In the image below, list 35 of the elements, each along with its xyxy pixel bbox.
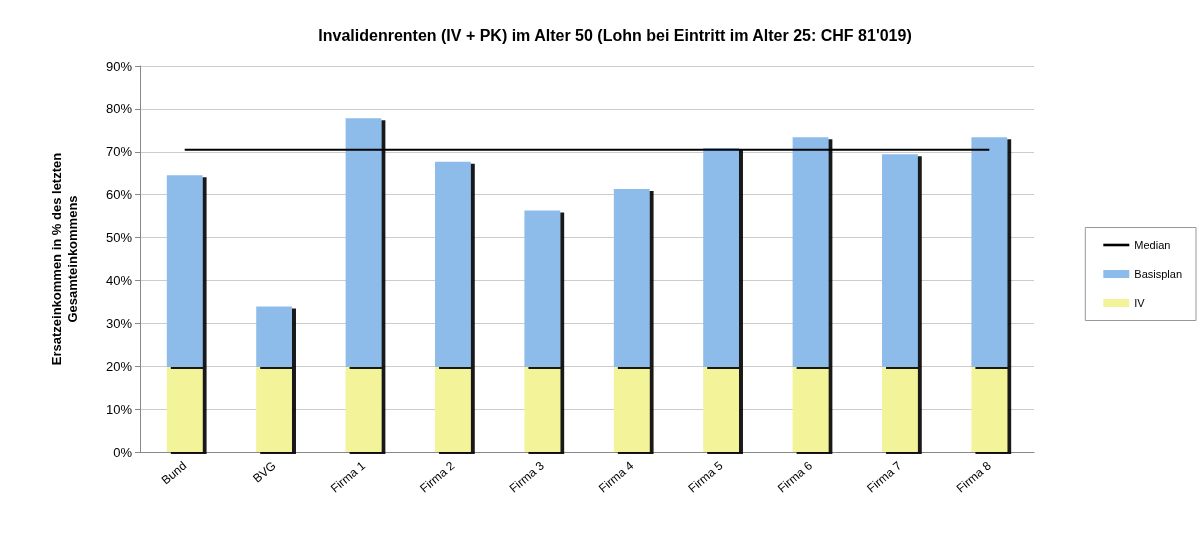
y-tick-label: 90% — [105, 58, 133, 74]
bar — [971, 137, 1008, 368]
y-tick-label: 60% — [105, 187, 133, 203]
y-axis-title: Ersatzeinkommen in % des letzten Gesamteinkommens — [48, 152, 80, 366]
legend-label: Basisplan — [1134, 268, 1183, 280]
bar — [703, 147, 739, 368]
y-tick-label: 50% — [105, 230, 133, 246]
bar — [792, 367, 829, 452]
bar — [435, 161, 471, 368]
y-tick-label: 20% — [105, 358, 133, 374]
y-tick-label: 80% — [105, 101, 133, 117]
bar — [613, 367, 650, 452]
legend-label: Median — [1134, 239, 1171, 251]
bar — [435, 367, 471, 452]
bar — [345, 118, 382, 368]
bar — [256, 306, 292, 368]
bar — [166, 175, 203, 368]
bar — [256, 367, 292, 452]
legend-label: IV — [1134, 297, 1146, 309]
y-tick-label: 0% — [113, 444, 133, 460]
bar — [524, 367, 561, 452]
y-tick-label: 70% — [105, 144, 133, 160]
y-tick-label: 30% — [105, 315, 133, 331]
chart-title: Invalidenrenten (IV + PK) im Alter 50 (Lohn bei Eintritt im Alter 25: CHF 81'019) — [318, 26, 912, 44]
y-tick-label: 40% — [105, 272, 133, 288]
bar — [345, 367, 382, 452]
bar — [613, 189, 650, 368]
bar — [524, 210, 561, 368]
bar — [882, 367, 918, 452]
bar — [792, 137, 829, 368]
bar — [703, 367, 739, 452]
bar — [166, 367, 203, 452]
bar — [971, 367, 1008, 452]
bar — [882, 154, 918, 368]
y-tick-label: 10% — [105, 401, 133, 417]
